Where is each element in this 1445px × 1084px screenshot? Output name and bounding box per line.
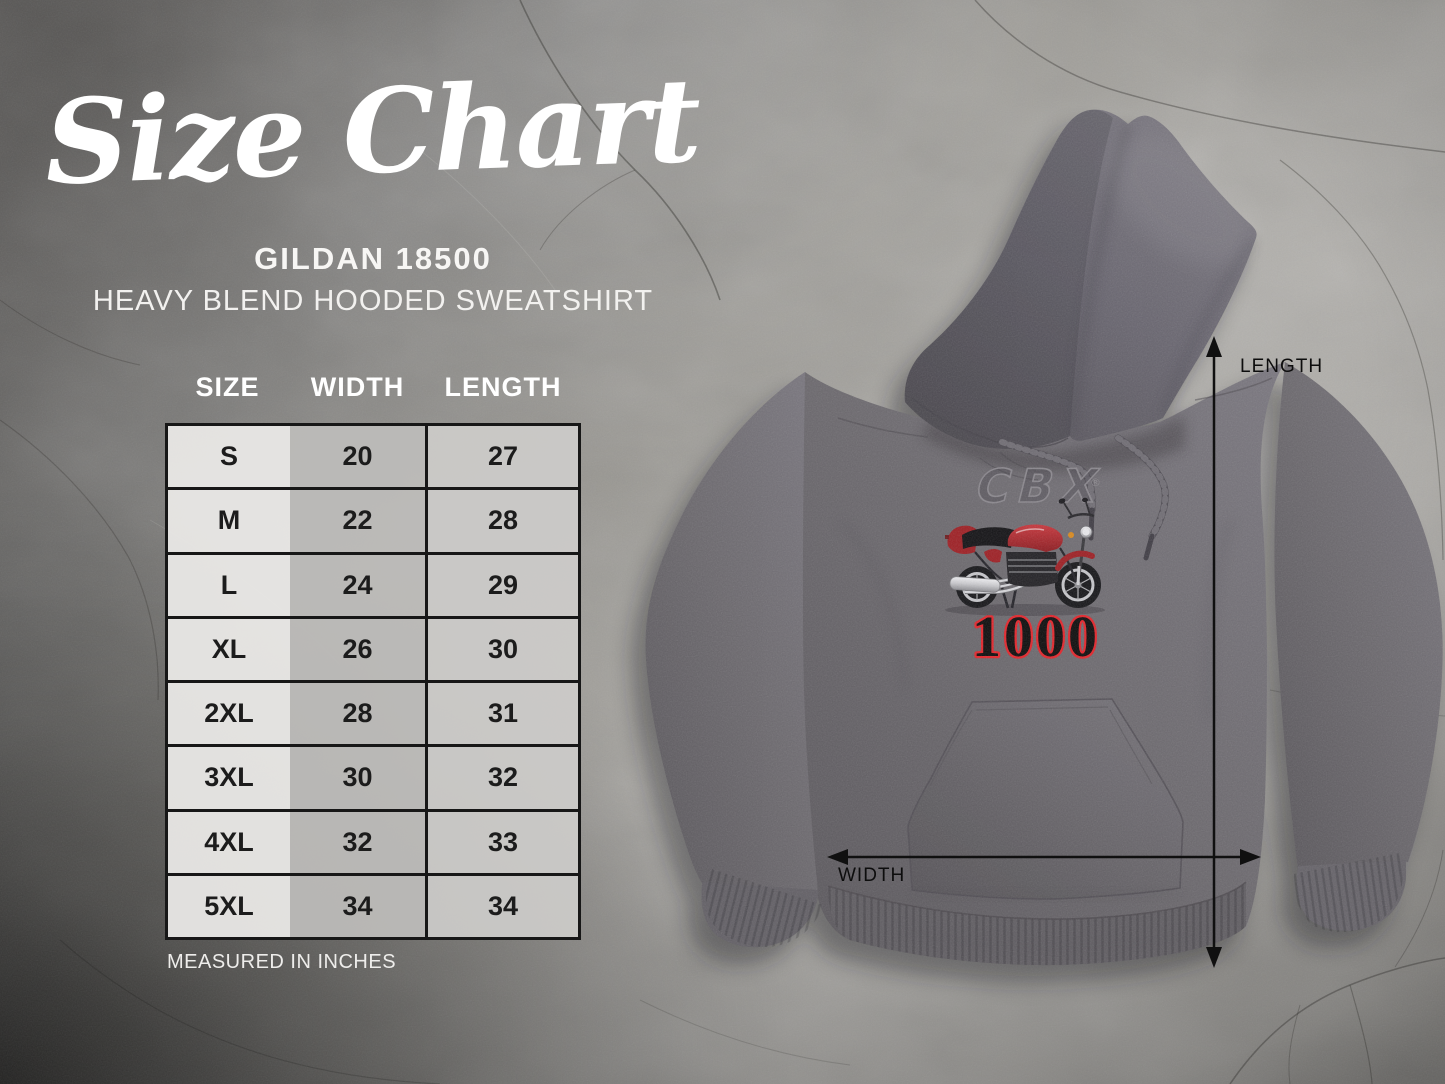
width-cell: 26 (290, 618, 425, 680)
size-cell: 5XL (168, 875, 290, 937)
length-arrowhead-down (1206, 947, 1222, 968)
table-row: 4XL 32 33 (168, 808, 578, 873)
width-cell: 32 (290, 811, 425, 873)
width-cell: 30 (290, 747, 425, 809)
size-cell: 2XL (168, 683, 290, 745)
product-name: HEAVY BLEND HOODED SWEATSHIRT (92, 285, 654, 317)
table-row: L 24 29 (168, 551, 578, 616)
length-arrowhead-up (1206, 336, 1222, 357)
length-cell: 32 (425, 747, 578, 809)
width-arrowhead-right (1240, 849, 1261, 865)
length-cell: 28 (425, 490, 578, 552)
size-cell: M (168, 490, 290, 552)
length-cell: 34 (425, 875, 578, 937)
table-row: 3XL 30 32 (168, 744, 578, 809)
table-header: SIZE WIDTH LENGTH (165, 372, 581, 403)
width-arrowhead-left (827, 849, 848, 865)
table-row: M 22 28 (168, 487, 578, 552)
length-cell: 29 (425, 554, 578, 616)
table-row: 2XL 28 31 (168, 680, 578, 745)
width-label: WIDTH (838, 865, 905, 886)
length-cell: 30 (425, 618, 578, 680)
size-table: S 20 27 M 22 28 L 24 29 XL 26 30 2XL 28 … (165, 423, 581, 940)
table-row: S 20 27 (168, 426, 578, 488)
page-title: Size Chart (42, 52, 702, 212)
size-cell: 3XL (168, 747, 290, 809)
width-cell: 22 (290, 490, 425, 552)
column-header-width: WIDTH (310, 372, 405, 402)
column-header-size: SIZE (195, 372, 260, 402)
width-cell: 24 (290, 554, 425, 616)
length-cell: 27 (425, 426, 578, 488)
product-code: GILDAN 18500 (254, 241, 492, 276)
table-row: 5XL 34 34 (168, 872, 578, 937)
measurement-annotations: LENGTH WIDTH (827, 336, 1323, 968)
length-cell: 33 (425, 811, 578, 873)
width-cell: 34 (290, 875, 425, 937)
width-cell: 20 (290, 426, 425, 488)
units-footnote: MEASURED IN INCHES (167, 951, 397, 973)
table-row: XL 26 30 (168, 615, 578, 680)
width-cell: 28 (290, 683, 425, 745)
size-cell: XL (168, 618, 290, 680)
size-cell: S (168, 426, 290, 488)
size-cell: L (168, 554, 290, 616)
length-label: LENGTH (1240, 356, 1323, 377)
size-cell: 4XL (168, 811, 290, 873)
column-header-length: LENGTH (444, 372, 562, 402)
length-cell: 31 (425, 683, 578, 745)
